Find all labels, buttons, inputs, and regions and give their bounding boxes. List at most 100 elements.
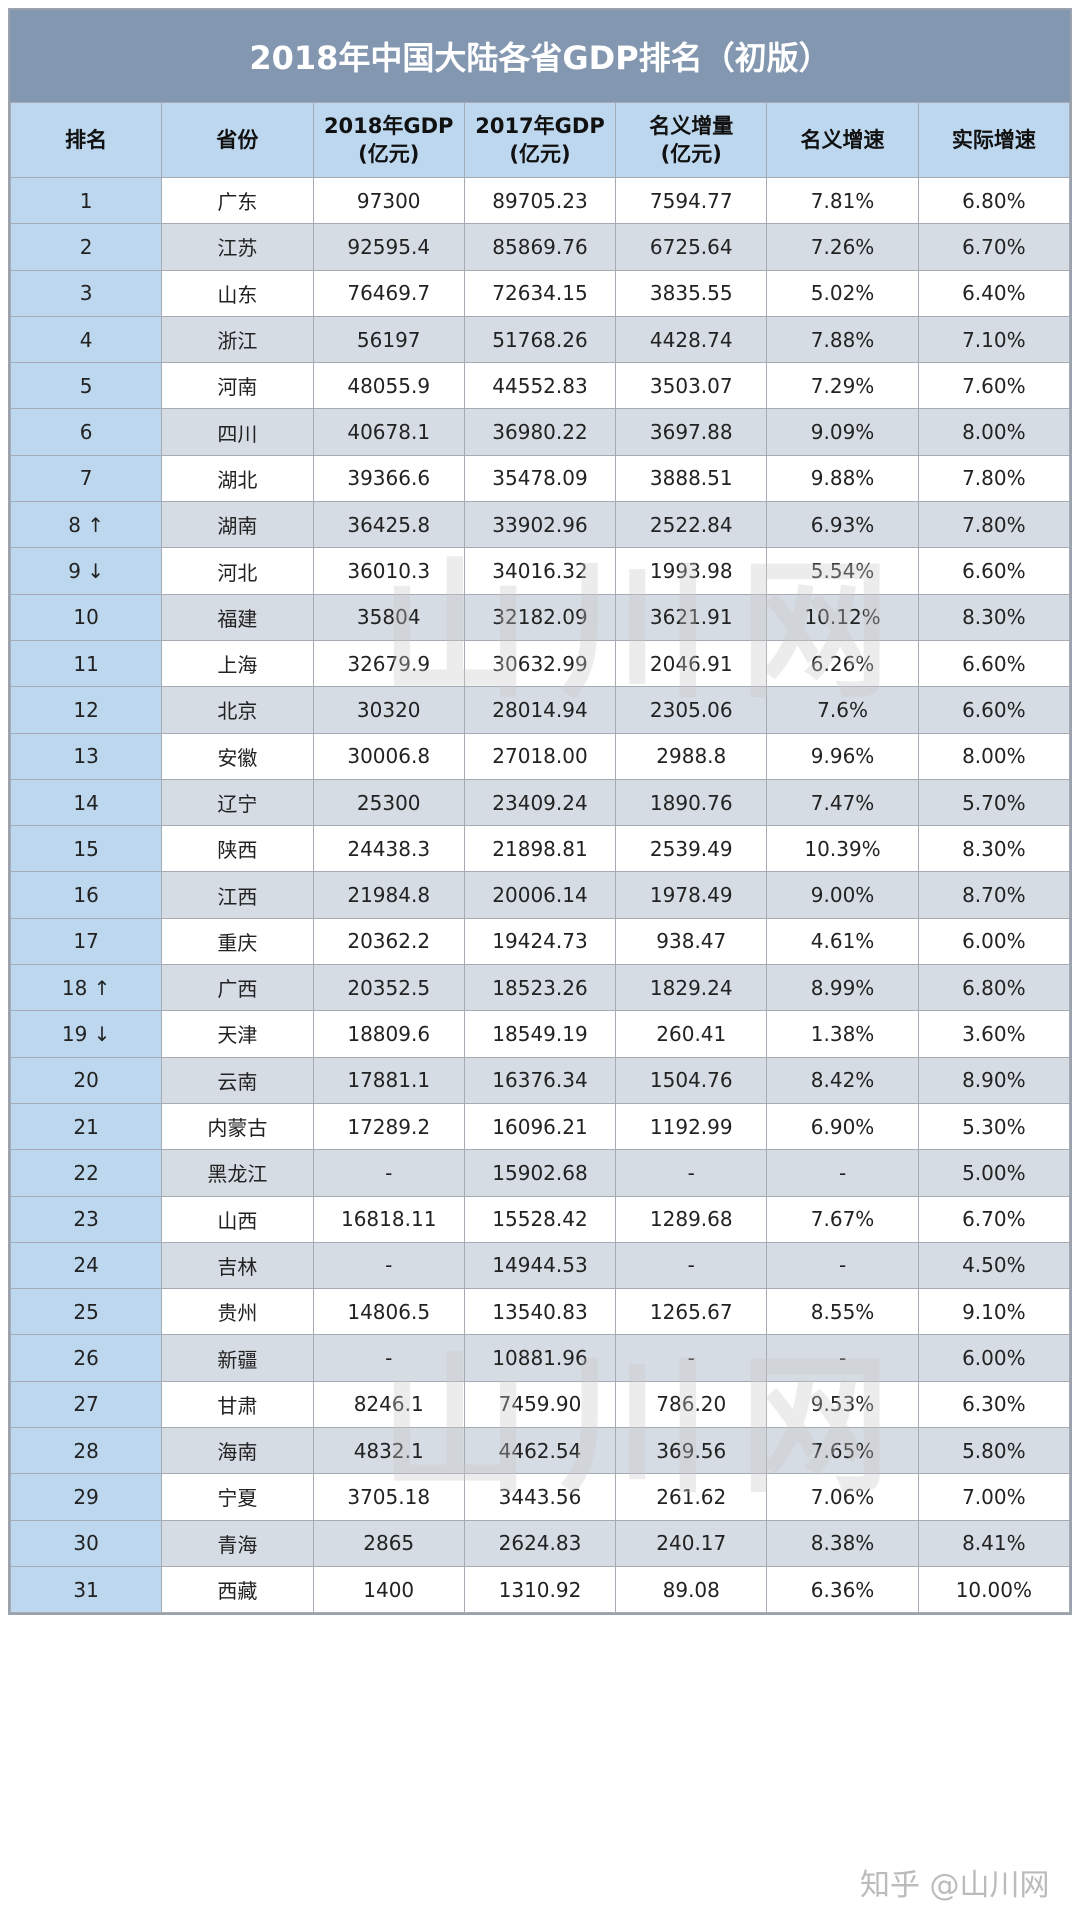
province-cell: 湖北 (161, 454, 314, 503)
value-cell: 13540.83 (463, 1288, 617, 1336)
value-cell: 7.6% (766, 686, 919, 734)
value-cell: 1192.99 (615, 1102, 768, 1151)
value-cell: 6.40% (917, 269, 1071, 317)
value-cell: - (766, 1334, 919, 1382)
value-cell: 28014.94 (463, 686, 617, 734)
table-row: 30 青海 2865 2624.83 240.17 8.38% 8.41% (9, 1519, 1071, 1567)
value-cell: 8246.1 (312, 1380, 465, 1429)
rank-cell: 13 (9, 732, 163, 780)
value-cell: 15528.42 (463, 1195, 617, 1243)
rank-cell: 25 (9, 1288, 163, 1336)
value-cell: 5.70% (917, 778, 1071, 827)
value-cell: 89.08 (615, 1565, 768, 1614)
table-row: 24 吉林 -14944.53- -4.50% (9, 1241, 1071, 1290)
value-cell: 36425.8 (312, 501, 465, 549)
rank-cell: 26 (9, 1334, 163, 1382)
province-cell: 西藏 (161, 1565, 314, 1614)
value-cell: 1993.98 (615, 547, 768, 595)
table-row: 1 广东 97300 89705.23 7594.77 7.81% 6.80% (9, 176, 1071, 225)
value-cell: 32679.9 (312, 639, 465, 688)
value-cell: 56197 (312, 315, 465, 364)
value-cell: 3.60% (917, 1010, 1071, 1058)
value-cell: 8.00% (917, 732, 1071, 780)
value-cell: 4.61% (766, 917, 919, 966)
province-cell: 贵州 (161, 1288, 314, 1336)
province-cell: 山西 (161, 1195, 314, 1243)
province-cell: 青海 (161, 1519, 314, 1567)
value-cell: - (312, 1334, 465, 1382)
value-cell: 260.41 (615, 1010, 768, 1058)
value-cell: 7.67% (766, 1195, 919, 1243)
rank-cell: 16 (9, 871, 163, 919)
value-cell: 8.30% (917, 825, 1071, 873)
table-row: 10 福建 35804 32182.09 3621.91 10.12% 8.30% (9, 593, 1071, 641)
value-cell: 9.53% (766, 1380, 919, 1429)
value-cell: 6.00% (917, 917, 1071, 966)
value-cell: 369.56 (615, 1427, 768, 1475)
table-row: 29 宁夏 3705.18 3443.56 261.62 7.06% 7.00% (9, 1473, 1071, 1521)
value-cell: 8.55% (766, 1288, 919, 1336)
province-cell: 云南 (161, 1056, 314, 1104)
table-row: 23 山西 16818.11 15528.42 1289.68 7.67% 6.70% (9, 1195, 1071, 1243)
rank-cell: 1 (9, 176, 163, 225)
value-cell: 9.10% (917, 1288, 1071, 1336)
table-row: 27 甘肃 8246.1 7459.90 786.20 9.53% 6.30% (9, 1380, 1071, 1429)
value-cell: 16818.11 (312, 1195, 465, 1243)
rank-cell: 20 (9, 1056, 163, 1104)
value-cell: 8.30% (917, 593, 1071, 641)
value-cell: 76469.7 (312, 269, 465, 317)
value-cell: 34016.32 (463, 547, 617, 595)
value-cell: 6.90% (766, 1102, 919, 1151)
value-cell: 5.02% (766, 269, 919, 317)
value-cell: 21898.81 (463, 825, 617, 873)
table-title: 2018年中国大陆各省GDP排名（初版） (10, 10, 1070, 102)
table-row: 25 贵州 14806.5 13540.83 1265.67 8.55% 9.10% (9, 1288, 1071, 1336)
province-cell: 宁夏 (161, 1473, 314, 1521)
value-cell: 7.60% (917, 362, 1071, 410)
value-cell: - (312, 1241, 465, 1290)
value-cell: 3705.18 (312, 1473, 465, 1521)
table-row: 14 辽宁 25300 23409.24 1890.76 7.47% 5.70% (9, 778, 1071, 827)
value-cell: 4428.74 (615, 315, 768, 364)
column-header: 2018年GDP (亿元) (312, 102, 465, 178)
gdp-ranking-table: 排名 省份 2018年GDP (亿元) 2017年GDP (亿元) 名义增量 (亿元) 名义增速… (9, 102, 1071, 1614)
value-cell: 4462.54 (463, 1427, 617, 1475)
rank-cell: 31 (9, 1565, 163, 1614)
rank-cell: 29 (9, 1473, 163, 1521)
table-row: 18 ↑ 广西 20352.5 18523.26 1829.24 8.99% 6.80% (9, 964, 1071, 1012)
value-cell: 7.00% (917, 1473, 1071, 1521)
value-cell: 786.20 (615, 1380, 768, 1429)
rank-cell: 22 (9, 1149, 163, 1197)
table-row: 9 ↓ 河北 36010.3 34016.32 1993.98 5.54% 6.60% (9, 547, 1071, 595)
value-cell: 2988.8 (615, 732, 768, 780)
column-header-line: 2017年GDP (475, 113, 605, 138)
province-cell: 海南 (161, 1427, 314, 1475)
column-header-line: 省份 (216, 127, 259, 152)
value-cell: - (766, 1241, 919, 1290)
rank-cell: 28 (9, 1427, 163, 1475)
value-cell: 6.36% (766, 1565, 919, 1614)
value-cell: - (312, 1149, 465, 1197)
rank-cell: 21 (9, 1102, 163, 1151)
value-cell: 18549.19 (463, 1010, 617, 1058)
table-row: 3 山东 76469.7 72634.15 3835.55 5.02% 6.40% (9, 269, 1071, 317)
value-cell: 2305.06 (615, 686, 768, 734)
value-cell: 7.47% (766, 778, 919, 827)
province-cell: 广西 (161, 964, 314, 1012)
value-cell: 2624.83 (463, 1519, 617, 1567)
table-row: 2 江苏 92595.4 85869.76 6725.64 7.26% 6.70% (9, 223, 1071, 271)
rank-cell: 7 (9, 454, 163, 503)
value-cell: 9.00% (766, 871, 919, 919)
table-row: 20 云南 17881.1 16376.34 1504.76 8.42% 8.90% (9, 1056, 1071, 1104)
value-cell: 9.88% (766, 454, 919, 503)
value-cell: 9.09% (766, 408, 919, 456)
rank-cell: 30 (9, 1519, 163, 1567)
rank-cell: 3 (9, 269, 163, 317)
value-cell: 40678.1 (312, 408, 465, 456)
value-cell: 5.00% (917, 1149, 1071, 1197)
table-row: 13 安徽 30006.8 27018.00 2988.8 9.96% 8.00% (9, 732, 1071, 780)
rank-cell: 5 (9, 362, 163, 410)
value-cell: 17289.2 (312, 1102, 465, 1151)
province-cell: 陕西 (161, 825, 314, 873)
value-cell: 18523.26 (463, 964, 617, 1012)
